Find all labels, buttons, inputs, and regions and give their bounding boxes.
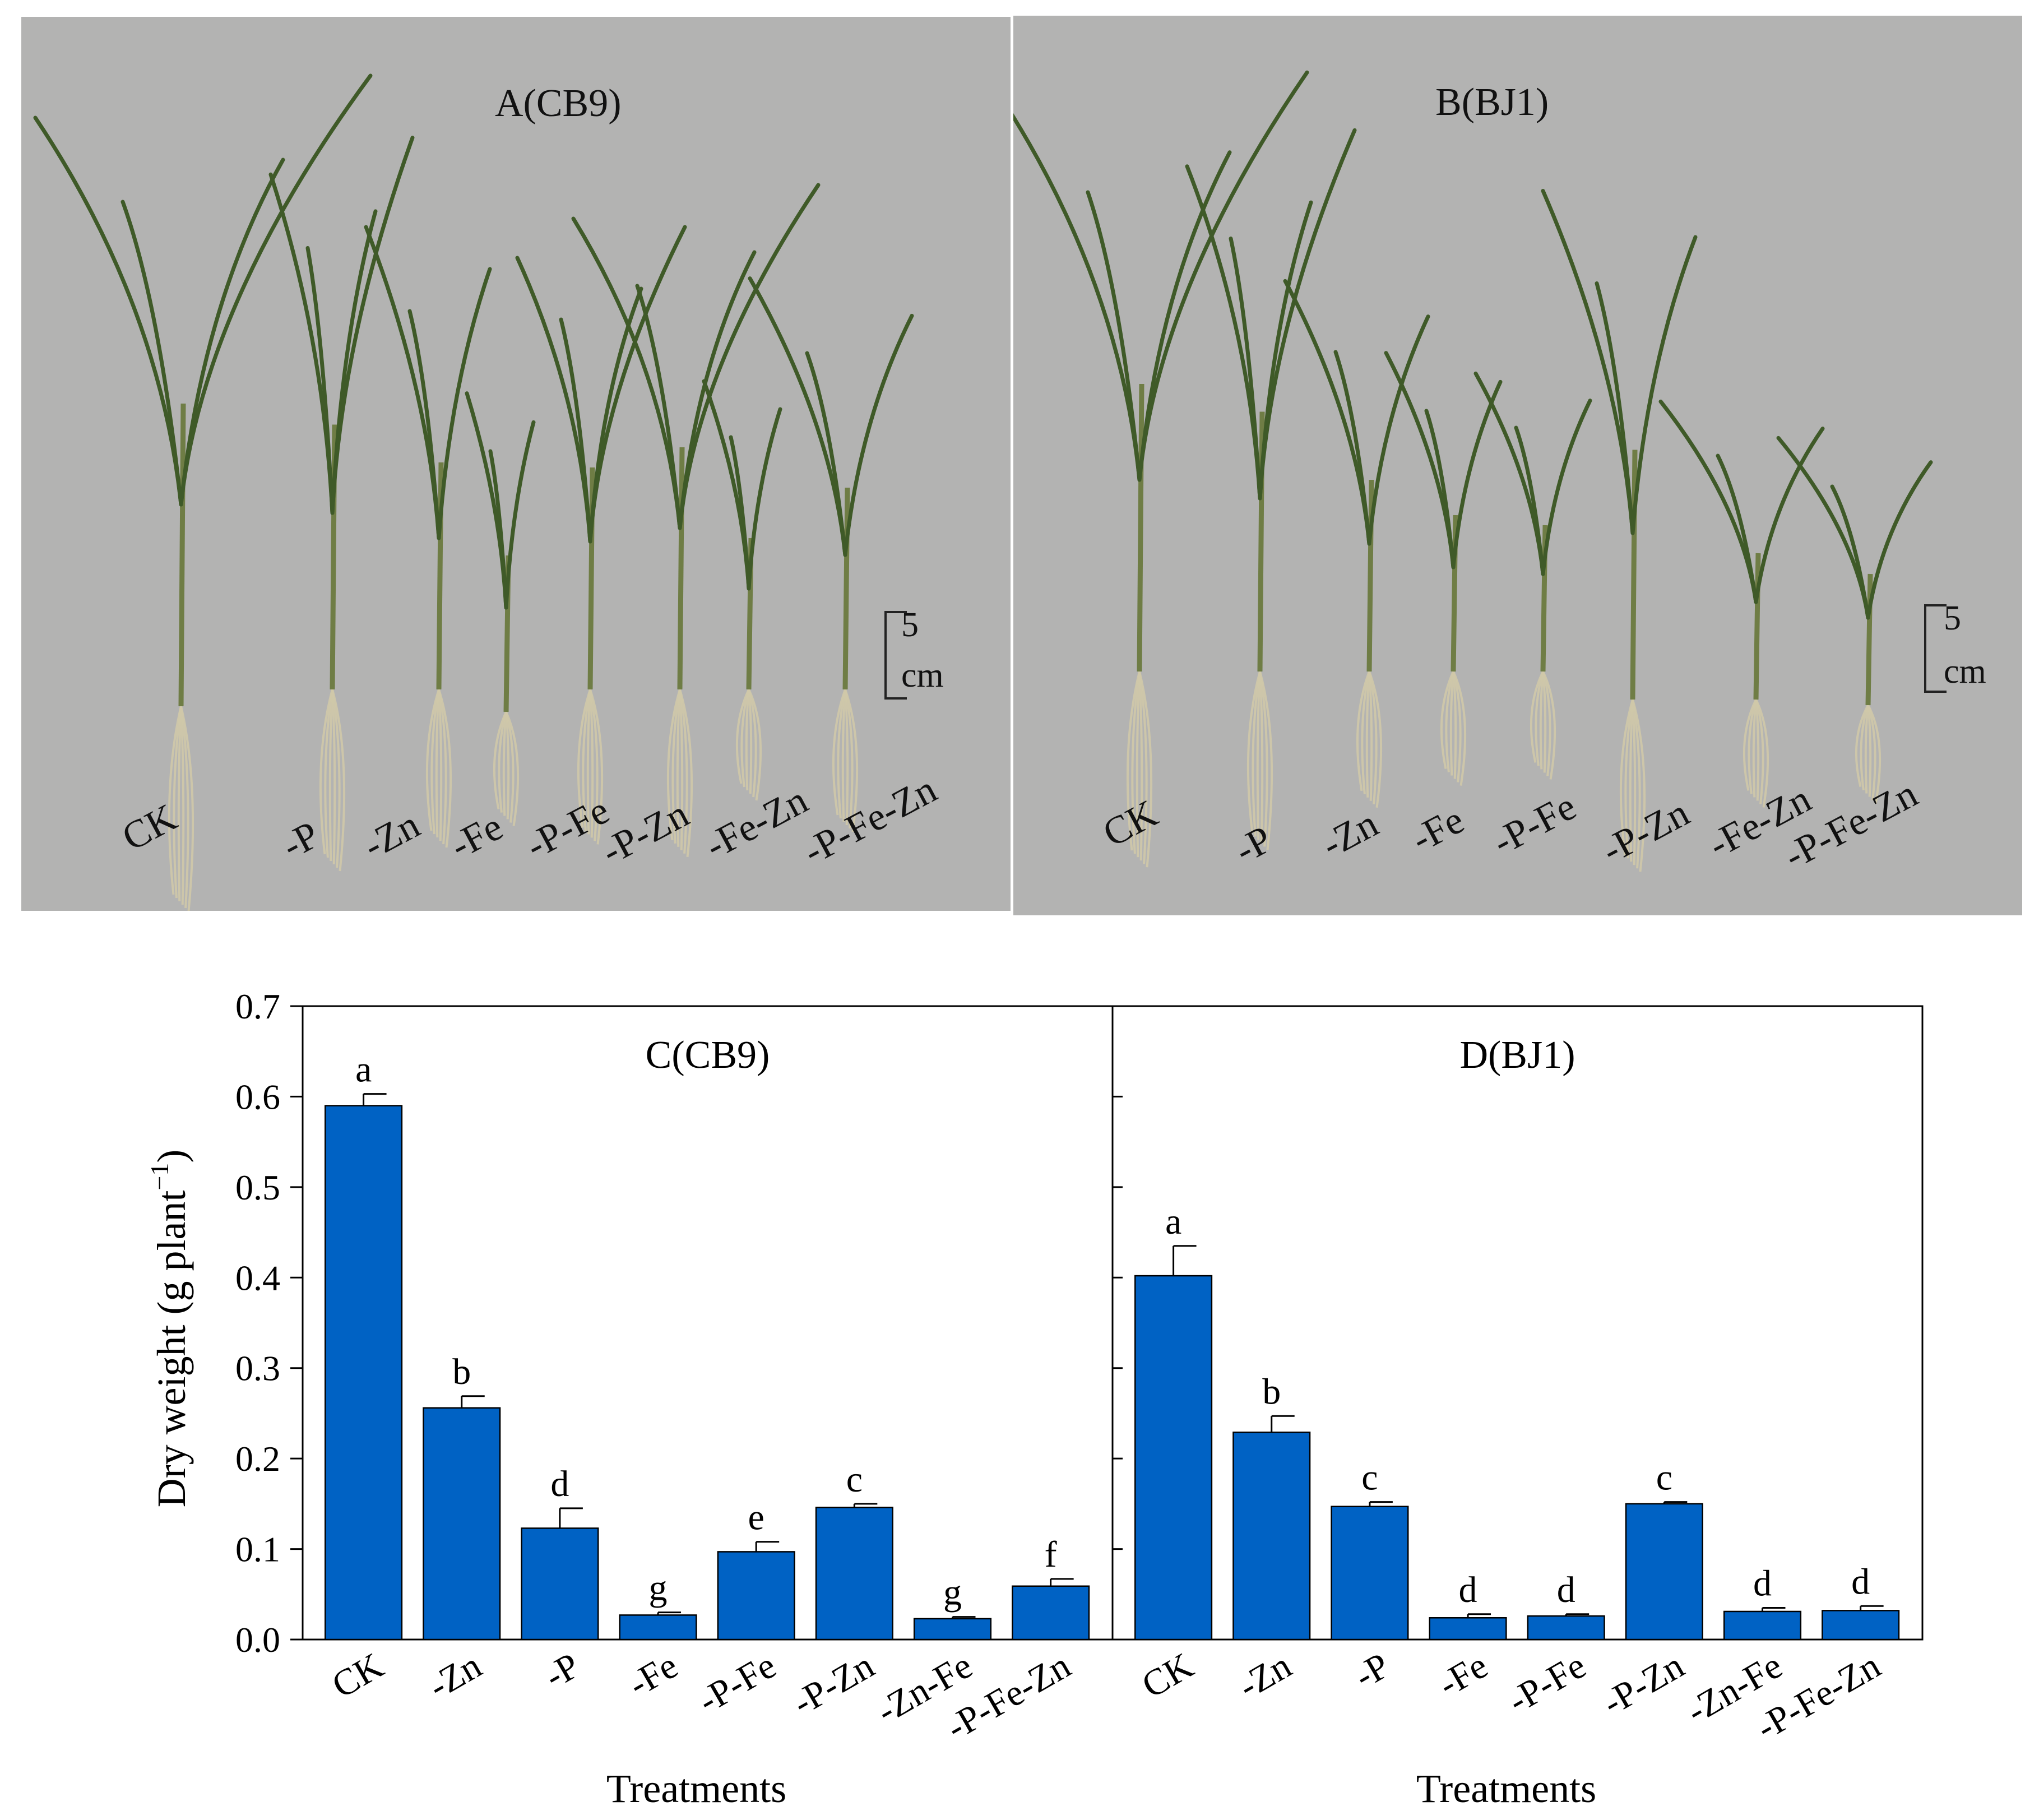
significance-letter: c: [1361, 1457, 1378, 1498]
bar: [423, 1407, 501, 1641]
significance-letter: g: [649, 1568, 668, 1609]
seedling: [1283, 279, 1430, 808]
photo-title-a: A(CB9): [495, 82, 622, 125]
y-tick-label: 0.4: [235, 1258, 280, 1298]
y-axis-title: Dry weight (g plant−1): [145, 1150, 194, 1508]
y-tick-label: 0.7: [235, 987, 280, 1026]
x-tick-label: -P: [1347, 1645, 1396, 1697]
seedling: [515, 225, 687, 845]
y-axis-title-main: Dry weight (g plant: [149, 1191, 194, 1508]
plant-photo-a: [33, 73, 914, 911]
bar: [1429, 1617, 1507, 1641]
x-axis-title: Treatments: [606, 1766, 786, 1811]
y-tick-label: 0.0: [235, 1620, 280, 1660]
seedling: [33, 73, 373, 911]
chart-text-layer: Dry weight (g plant−1)C(CB9)aCKb-Znd-Pg-…: [145, 1034, 1887, 1811]
x-tick-label: -Zn: [1231, 1645, 1298, 1707]
seedling: [702, 379, 782, 801]
significance-letter: b: [452, 1351, 471, 1392]
y-axis-title-sup: −1: [145, 1163, 174, 1191]
scale-unit: cm: [1944, 652, 1986, 691]
bar: [1331, 1506, 1409, 1641]
panel-title: D(BJ1): [1459, 1034, 1575, 1077]
x-tick-label: -Fe: [622, 1645, 685, 1705]
y-axis: 0.0 0.1 0.2 0.3 0.4 0.5 0.6 0.7: [235, 987, 1123, 1660]
x-tick-label: -P-Fe: [1501, 1645, 1593, 1722]
significance-letter: c: [846, 1459, 863, 1500]
bar: [521, 1527, 599, 1641]
x-tick-label: -Fe: [1431, 1645, 1495, 1705]
significance-letter: e: [748, 1497, 764, 1538]
seedling: [364, 225, 492, 848]
seedling: [1776, 436, 1933, 804]
y-tick-label: 0.5: [235, 1168, 280, 1207]
seedling: [1541, 189, 1698, 872]
bar: [325, 1105, 403, 1641]
x-tick-label: -Zn: [421, 1645, 488, 1707]
seedling: [1658, 399, 1825, 808]
seedling: [1185, 128, 1357, 850]
significance-letter: b: [1262, 1371, 1281, 1412]
y-axis-title-close: ): [149, 1150, 194, 1163]
significance-letter: d: [550, 1464, 569, 1504]
bar: [1625, 1503, 1703, 1641]
bar: [815, 1507, 893, 1641]
y-tick-label: 0.1: [235, 1530, 280, 1569]
bar: [1232, 1432, 1311, 1641]
bar: [1723, 1610, 1802, 1641]
photo-panel-a: A(CB9) CK -P -Zn -Fe -P-Fe -P-Zn -Fe-Zn …: [21, 17, 1011, 911]
seedling: [748, 276, 914, 832]
x-tick-label: CK: [1135, 1645, 1200, 1706]
scale-value: 5: [1944, 599, 1961, 637]
scale-bar: [884, 611, 907, 700]
bars-layer: [325, 1093, 1900, 1641]
significance-letter: d: [1851, 1561, 1870, 1602]
scale-bar: [1924, 604, 1947, 693]
y-tick-label: 0.2: [235, 1439, 280, 1479]
x-tick-label: CK: [325, 1645, 390, 1706]
significance-letter: a: [355, 1049, 372, 1090]
scale-unit: cm: [901, 656, 944, 694]
significance-letter: a: [1165, 1201, 1181, 1242]
bar: [1527, 1615, 1605, 1641]
plant-photo-b: [1013, 70, 1933, 872]
x-tick-label: -P: [537, 1645, 586, 1697]
bar: [913, 1618, 992, 1641]
scale-value: 5: [901, 606, 919, 644]
significance-letter: d: [1753, 1563, 1772, 1604]
seedling: [268, 136, 415, 872]
x-tick-label: -P-Zn: [1596, 1645, 1691, 1724]
panel-title: C(CB9): [646, 1034, 770, 1077]
significance-letter: d: [1459, 1569, 1477, 1610]
seedling: [1473, 371, 1592, 780]
y-tick-label: 0.6: [235, 1077, 280, 1117]
bar: [1012, 1585, 1090, 1641]
bar: [619, 1614, 697, 1641]
x-axis-title: Treatments: [1416, 1766, 1596, 1811]
bar: [1822, 1610, 1900, 1641]
photo-panel-b: B(BJ1) CK -P -Zn -Fe -P-Fe -P-Zn -Fe-Zn …: [1013, 16, 2022, 915]
x-tick-label: -P-Fe: [691, 1645, 783, 1722]
seedling: [465, 391, 536, 826]
bar: [1134, 1275, 1213, 1641]
significance-letter: c: [1656, 1457, 1672, 1498]
x-tick-label: -P-Zn: [786, 1645, 881, 1724]
photo-title-b: B(BJ1): [1435, 81, 1549, 124]
seedling: [571, 183, 821, 858]
significance-letter: d: [1557, 1569, 1575, 1610]
seedling: [1013, 70, 1309, 868]
bar: [717, 1551, 795, 1641]
y-tick-label: 0.3: [235, 1349, 280, 1388]
significance-letter: g: [943, 1572, 962, 1613]
significance-letter: f: [1045, 1534, 1057, 1575]
